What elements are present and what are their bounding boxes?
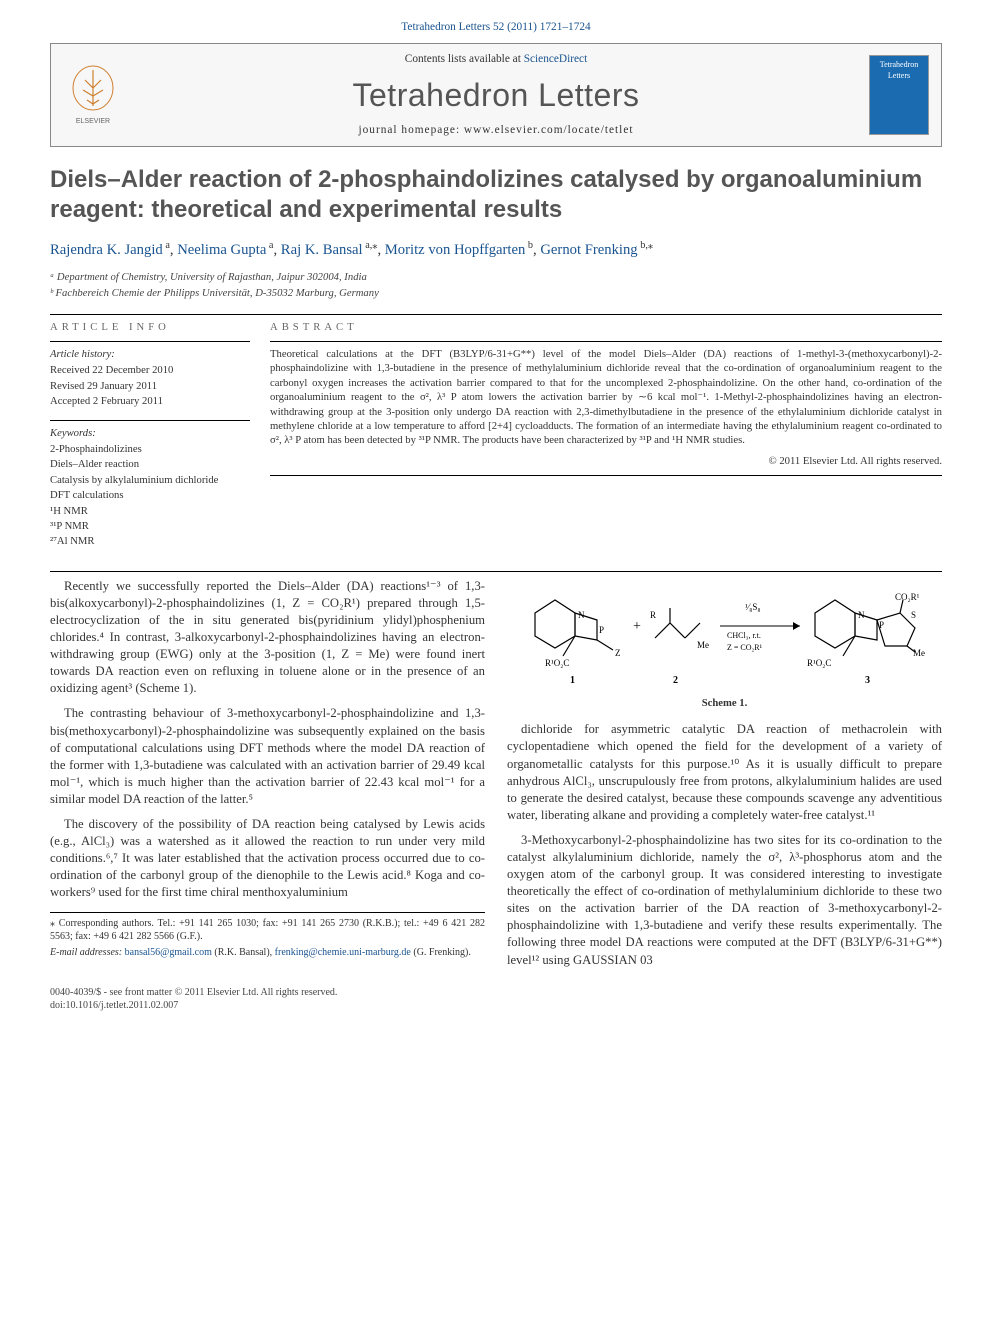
keywords-heading: Keywords: <box>50 427 250 441</box>
body-paragraph: The contrasting behaviour of 3-methoxyca… <box>50 705 485 808</box>
abstract-text: Theoretical calculations at the DFT (B3L… <box>270 348 942 449</box>
journal-name: Tetrahedron Letters <box>133 74 859 117</box>
email-link-1[interactable]: bansal56@gmail.com <box>125 947 212 958</box>
abstract-copyright: © 2011 Elsevier Ltd. All rights reserved… <box>270 455 942 469</box>
info-abstract-row: ARTICLE INFO Article history: Received 2… <box>50 321 942 551</box>
history-accepted: Accepted 2 February 2011 <box>50 395 250 409</box>
author-5[interactable]: Gernot Frenking <box>540 242 637 258</box>
body-columns: Recently we successfully reported the Di… <box>50 578 942 972</box>
keyword: ³¹P NMR <box>50 520 250 534</box>
author-1[interactable]: Rajendra K. Jangid <box>50 242 163 258</box>
doi-line: doi:10.1016/j.tetlet.2011.02.007 <box>50 999 337 1013</box>
svg-text:Me: Me <box>913 648 925 658</box>
footer-left: 0040-4039/$ - see front matter © 2011 El… <box>50 986 337 1013</box>
sciencedirect-link[interactable]: ScienceDirect <box>524 53 588 65</box>
journal-header: ELSEVIER Contents lists available at Sci… <box>50 43 942 147</box>
svg-text:P: P <box>599 625 604 635</box>
keyword: DFT calculations <box>50 489 250 503</box>
svg-text:Z: Z <box>615 648 621 658</box>
keyword: ¹H NMR <box>50 505 250 519</box>
svg-text:CO₂R¹: CO₂R¹ <box>895 592 920 602</box>
contents-prefix: Contents lists available at <box>405 53 524 65</box>
page-footer: 0040-4039/$ - see front matter © 2011 El… <box>50 986 942 1013</box>
scheme-1: N P Z R¹O₂C 1 + R Me 2 ¹⁄₈S₈ CHCl₃, r.t. <box>507 578 942 712</box>
front-matter: 0040-4039/$ - see front matter © 2011 El… <box>50 986 337 1000</box>
scheme-caption: Scheme 1. <box>507 697 942 711</box>
author-4[interactable]: Moritz von Hopffgarten <box>385 242 526 258</box>
article-info-heading: ARTICLE INFO <box>50 321 250 335</box>
rule <box>50 341 250 342</box>
aff-sup: b,⁎ <box>638 240 653 251</box>
rule <box>50 314 942 315</box>
compound-label-1: 1 <box>570 675 575 686</box>
arrow-cond-2: Z = CO₂R¹ <box>727 643 763 652</box>
body-paragraph: The discovery of the possibility of DA r… <box>50 816 485 901</box>
email-who-2: (G. Frenking). <box>413 947 471 958</box>
aff-sup: a,⁎ <box>363 240 378 251</box>
body-paragraph: dichloride for asymmetric catalytic DA r… <box>507 721 942 824</box>
svg-text:R¹O₂C: R¹O₂C <box>807 658 831 668</box>
keyword: Catalysis by alkylaluminium dichloride <box>50 474 250 488</box>
abstract-heading: ABSTRACT <box>270 321 942 335</box>
aff-sup: a <box>163 240 170 251</box>
footnotes: ⁎ Corresponding authors. Tel.: +91 141 2… <box>50 912 485 960</box>
affiliation-a: ᵃ Department of Chemistry, University of… <box>50 271 942 285</box>
scheme-1-svg: N P Z R¹O₂C 1 + R Me 2 ¹⁄₈S₈ CHCl₃, r.t. <box>515 578 935 688</box>
email-note: E-mail addresses: bansal56@gmail.com (R.… <box>50 946 485 960</box>
compound-label-2: 2 <box>673 675 678 686</box>
compound-label-3: 3 <box>865 675 870 686</box>
email-who-1: (R.K. Bansal), <box>214 947 272 958</box>
body-paragraph: 3-Methoxycarbonyl-2-phosphaindolizine ha… <box>507 832 942 969</box>
svg-text:ELSEVIER: ELSEVIER <box>76 118 110 125</box>
author-2[interactable]: Neelima Gupta <box>177 242 266 258</box>
reagent-top: ¹⁄₈S₈ <box>745 602 760 612</box>
top-citation: Tetrahedron Letters 52 (2011) 1721–1724 <box>50 20 942 35</box>
keyword: 2-Phosphaindolizines <box>50 443 250 457</box>
journal-cover-thumb: Tetrahedron Letters <box>869 55 929 135</box>
keyword: ²⁷Al NMR <box>50 535 250 549</box>
journal-homepage: journal homepage: www.elsevier.com/locat… <box>133 123 859 138</box>
keyword: Diels–Alder reaction <box>50 458 250 472</box>
corresponding-note: ⁎ Corresponding authors. Tel.: +91 141 2… <box>50 917 485 944</box>
article-title: Diels–Alder reaction of 2-phosphaindoliz… <box>50 165 942 225</box>
aff-sup: a <box>266 240 273 251</box>
abstract-col: ABSTRACT Theoretical calculations at the… <box>270 321 942 551</box>
citation-link[interactable]: Tetrahedron Letters 52 (2011) 1721–1724 <box>401 21 590 33</box>
rule <box>50 571 942 572</box>
svg-text:S: S <box>911 610 916 620</box>
rule <box>50 420 250 421</box>
svg-text:N: N <box>858 610 865 620</box>
rule <box>270 475 942 476</box>
body-paragraph: Recently we successfully reported the Di… <box>50 578 485 698</box>
history-received: Received 22 December 2010 <box>50 364 250 378</box>
svg-text:Me: Me <box>697 640 709 650</box>
contents-line: Contents lists available at ScienceDirec… <box>133 52 859 67</box>
header-center: Contents lists available at ScienceDirec… <box>133 52 859 138</box>
article-info-col: ARTICLE INFO Article history: Received 2… <box>50 321 250 551</box>
affiliation-b: ᵇ Fachbereich Chemie der Philipps Univer… <box>50 287 942 301</box>
email-link-2[interactable]: frenking@chemie.uni-marburg.de <box>275 947 411 958</box>
arrow-cond-1: CHCl₃, r.t. <box>727 631 761 640</box>
rule <box>270 341 942 342</box>
history-revised: Revised 29 January 2011 <box>50 380 250 394</box>
svg-text:+: + <box>633 619 641 634</box>
aff-sup: b <box>525 240 533 251</box>
elsevier-logo: ELSEVIER <box>63 60 123 130</box>
svg-text:N: N <box>578 610 585 620</box>
affiliations: ᵃ Department of Chemistry, University of… <box>50 271 942 302</box>
author-line: Rajendra K. Jangid a, Neelima Gupta a, R… <box>50 239 942 261</box>
cover-text: Tetrahedron Letters <box>870 60 928 82</box>
svg-text:R: R <box>650 610 656 620</box>
email-label: E-mail addresses: <box>50 947 122 958</box>
history-heading: Article history: <box>50 348 250 362</box>
svg-text:R¹O₂C: R¹O₂C <box>545 658 569 668</box>
author-3[interactable]: Raj K. Bansal <box>281 242 363 258</box>
